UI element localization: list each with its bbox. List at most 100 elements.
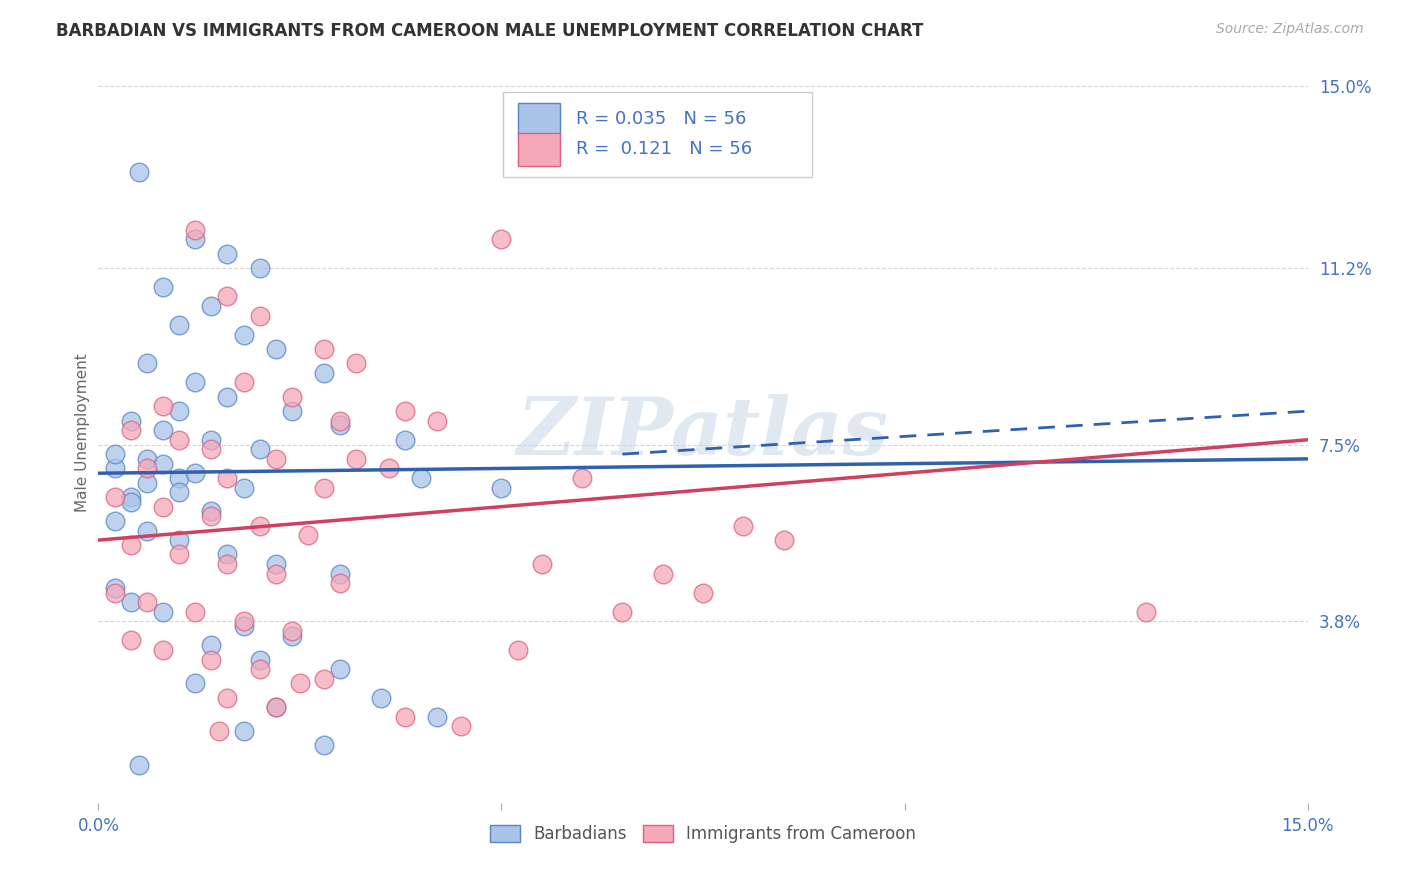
Point <box>135 595 157 609</box>
Point <box>167 471 190 485</box>
Point <box>249 442 271 457</box>
Point <box>217 557 239 571</box>
Legend: Barbadians, Immigrants from Cameroon: Barbadians, Immigrants from Cameroon <box>484 819 922 850</box>
Point <box>288 676 311 690</box>
Point <box>249 518 271 533</box>
Point <box>135 461 157 475</box>
Point <box>370 690 392 705</box>
Point <box>232 376 254 390</box>
Point <box>314 739 336 753</box>
Point <box>232 481 254 495</box>
Text: ZIPatlas: ZIPatlas <box>517 394 889 471</box>
Point <box>200 652 222 666</box>
Point <box>217 471 239 485</box>
Point <box>184 222 207 236</box>
Point <box>120 414 142 428</box>
Point <box>264 557 287 571</box>
Point <box>184 467 207 481</box>
Point <box>394 404 416 418</box>
Point <box>103 514 125 528</box>
Point <box>200 504 222 518</box>
Point <box>249 652 271 666</box>
FancyBboxPatch shape <box>517 133 561 166</box>
Point <box>264 566 287 581</box>
Point <box>200 442 222 457</box>
Point <box>200 509 222 524</box>
Point <box>314 366 336 380</box>
Point <box>208 724 231 739</box>
Point <box>103 490 125 504</box>
Point <box>281 404 304 418</box>
Point <box>1135 605 1157 619</box>
Point <box>344 451 367 466</box>
Point <box>152 280 174 294</box>
Point <box>491 232 513 246</box>
Point <box>152 500 174 514</box>
Point <box>200 299 222 313</box>
Point <box>120 495 142 509</box>
Point <box>249 662 271 676</box>
Point <box>217 548 239 562</box>
Point <box>232 619 254 633</box>
Point <box>426 414 449 428</box>
Point <box>281 390 304 404</box>
Point <box>167 548 190 562</box>
Point <box>103 461 125 475</box>
Point <box>394 710 416 724</box>
Point <box>152 423 174 437</box>
Point <box>314 342 336 356</box>
Point <box>491 481 513 495</box>
Point <box>184 232 207 246</box>
Point <box>249 260 271 275</box>
Point <box>152 605 174 619</box>
Point <box>506 643 529 657</box>
Point <box>264 700 287 714</box>
Point <box>120 538 142 552</box>
Point <box>281 629 304 643</box>
Point <box>249 309 271 323</box>
Point <box>329 662 352 676</box>
Point <box>264 451 287 466</box>
Point <box>329 566 352 581</box>
Point <box>314 481 336 495</box>
Point <box>394 433 416 447</box>
Point <box>217 690 239 705</box>
Point <box>167 433 190 447</box>
Point <box>120 423 142 437</box>
Point <box>232 615 254 629</box>
Point <box>128 165 150 179</box>
Point <box>232 327 254 342</box>
Point <box>329 414 352 428</box>
FancyBboxPatch shape <box>517 103 561 136</box>
Point <box>200 638 222 652</box>
Point <box>135 451 157 466</box>
Point <box>135 475 157 490</box>
Point <box>409 471 432 485</box>
Point <box>232 724 254 739</box>
Text: R = 0.035   N = 56: R = 0.035 N = 56 <box>576 111 747 128</box>
Point <box>103 447 125 461</box>
Point <box>426 710 449 724</box>
Point <box>450 719 472 733</box>
Point <box>733 518 755 533</box>
Point <box>612 605 634 619</box>
Point <box>314 672 336 686</box>
Point <box>184 676 207 690</box>
Point <box>152 400 174 414</box>
Point <box>200 433 222 447</box>
FancyBboxPatch shape <box>503 92 811 178</box>
Point <box>120 633 142 648</box>
Point <box>329 576 352 591</box>
Point <box>128 757 150 772</box>
Point <box>772 533 794 547</box>
Point <box>571 471 593 485</box>
Point <box>264 342 287 356</box>
Point <box>217 390 239 404</box>
Point <box>167 318 190 333</box>
Point <box>297 528 319 542</box>
Point <box>692 585 714 599</box>
Text: BARBADIAN VS IMMIGRANTS FROM CAMEROON MALE UNEMPLOYMENT CORRELATION CHART: BARBADIAN VS IMMIGRANTS FROM CAMEROON MA… <box>56 22 924 40</box>
Point <box>167 404 190 418</box>
Point <box>135 356 157 370</box>
Point <box>135 524 157 538</box>
